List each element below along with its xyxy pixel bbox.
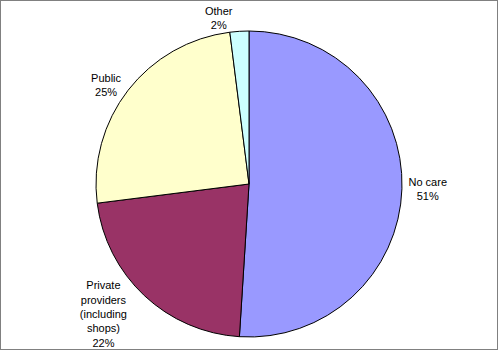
svg-text:No care51%: No care51% [408, 176, 447, 202]
svg-text:Privateproviders(includingshop: Privateproviders(includingshops)22% [80, 279, 127, 348]
svg-text:Public25%: Public25% [91, 72, 121, 98]
svg-text:Other2%: Other2% [205, 5, 233, 31]
